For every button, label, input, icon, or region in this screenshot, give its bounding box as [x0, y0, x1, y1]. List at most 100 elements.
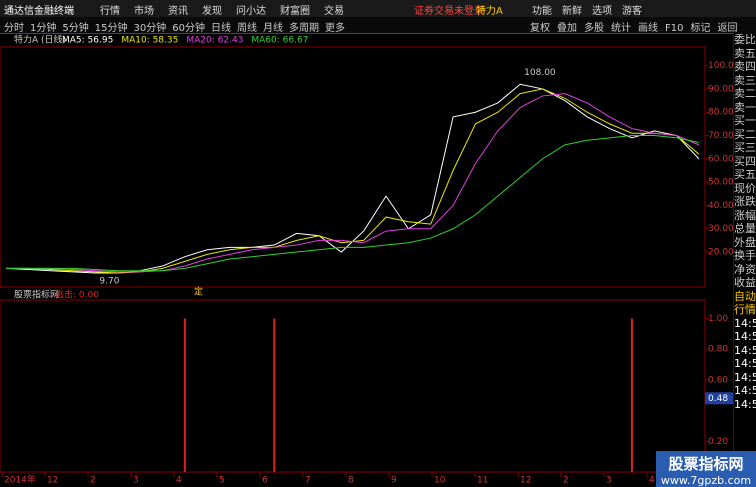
x-tick-label: 7 [305, 476, 311, 486]
y-tick-label: 90.00 [708, 84, 733, 94]
tick-time: 14:56 [734, 370, 756, 384]
period-button[interactable]: 月线 [262, 23, 283, 34]
quote-mode: 行情 [734, 303, 756, 316]
y-tick-label: 30.00 [708, 224, 733, 234]
status: 证券交易未登录 [414, 6, 484, 17]
menu-item[interactable]: 选项 [592, 6, 612, 17]
menu-item[interactable]: 功能 [532, 6, 552, 17]
period-button[interactable]: 多周期 [288, 23, 319, 34]
x-tick-label: 9 [391, 476, 397, 486]
cursor-box [705, 392, 733, 405]
x-tick-label: 2 [563, 476, 569, 486]
ma-line [5, 83, 700, 274]
tick-time: 14:56 [734, 357, 756, 370]
tool-button[interactable]: 标记 [690, 23, 711, 34]
period-button[interactable]: 30分钟 [133, 23, 167, 34]
tool-button[interactable]: 多股 [584, 23, 604, 34]
quote-mode: 自动 [734, 289, 756, 303]
x-tick-label: 5 [219, 476, 225, 486]
y-tick-label: 0.60 [708, 375, 728, 385]
y-tick-label: 60.00 [708, 154, 733, 164]
x-tick-label: 11 [477, 476, 488, 486]
tool-button[interactable]: 返回 [717, 23, 738, 34]
x-tick-label: 4 [649, 476, 655, 486]
period-button[interactable]: 15分钟 [94, 23, 128, 34]
quote-field: 收益 [734, 276, 756, 289]
tick-time: 14:56 [734, 330, 756, 343]
period-button[interactable]: 日线 [210, 23, 231, 34]
x-tick-label: 12 [520, 476, 531, 486]
periods: 分时 1分钟 5分钟 15分钟 30分钟 60分钟 日线 周线 月线 多周期 更多 [4, 19, 351, 34]
quote-field: 卖一 [734, 100, 756, 114]
side-panel: 委比 卖五 卖四 卖三 卖二 卖一 买一 买二 买三 买四 买五 现价 涨跌 涨幅 总量 外盘 换手 净资 收益 自动… [733, 33, 756, 487]
legend-entry: MA10: 58.35 [121, 36, 178, 46]
signal-bar [183, 318, 186, 472]
stock: 特力A [476, 6, 503, 17]
x-tick-label: 3 [133, 476, 139, 486]
quote-field: 买五 [734, 168, 756, 181]
tool-button[interactable]: 复权 [530, 23, 550, 34]
tick-time: 14:56 [734, 316, 756, 330]
quote-field: 买四 [734, 154, 756, 168]
quote-field: 总量 [734, 222, 756, 235]
legend-entry: MA60: 66.67 [251, 36, 308, 46]
period-button[interactable]: 1分钟 [30, 23, 57, 34]
menu-item[interactable]: 资讯 [168, 6, 188, 17]
tool-button[interactable]: 叠加 [557, 23, 577, 34]
y-tick-label: 100.00 [708, 61, 733, 71]
menu-item[interactable]: 问小达 [236, 6, 266, 17]
menu-item[interactable]: 交易 [324, 6, 344, 17]
menu-item[interactable]: 新鲜 [562, 6, 582, 17]
quote-field: 现价 [734, 181, 756, 195]
menu-item[interactable]: 财富圈 [280, 6, 310, 17]
y-tick-label: 0.20 [708, 437, 728, 447]
quote-field: 卖二 [734, 87, 756, 100]
toolbar: 分时 1分钟 5分钟 15分钟 30分钟 60分钟 日线 周线 月线 多周期 更多 复权 叠加 多股 统计… [0, 17, 756, 34]
period-button[interactable]: 更多 [324, 23, 345, 34]
chart-area: +自选20.0030.0040.0050.0060.0070.0080.0090… [0, 34, 733, 486]
quote-field: 外盘 [734, 235, 756, 249]
menu-item[interactable]: 行情 [100, 6, 120, 17]
tool-button[interactable]: 画线 [638, 23, 658, 34]
menu-item[interactable]: 市场 [134, 6, 154, 17]
quote-field: 涨跌 [734, 195, 756, 208]
menu: 行情 市场 资讯 发现 问小达 财富圈 交易 [100, 2, 358, 17]
cursor-label: 0.48 [708, 394, 728, 404]
period-button[interactable]: 5分钟 [62, 23, 89, 34]
quote-field: 换手 [734, 249, 756, 262]
panel-title: 特力A (日线) [14, 34, 66, 46]
period-button[interactable]: 分时 [4, 23, 24, 34]
tick-time: 14:56 [734, 384, 756, 397]
x-tick-label: 10 [434, 476, 446, 486]
quote-field: 买一 [734, 114, 756, 127]
tool-button[interactable]: 统计 [611, 23, 631, 34]
y-tick-label: 20.00 [708, 248, 733, 258]
watermark: 股票指标网 www.7gpzb.com [656, 451, 756, 487]
menu-item[interactable]: 游客 [622, 6, 642, 17]
right-menu: 功能 新鲜 选项 游客 [532, 2, 652, 17]
frame [0, 299, 706, 473]
quote-field: 净资 [734, 262, 756, 276]
ma-line [6, 135, 700, 272]
menu-item[interactable]: 发现 [202, 6, 222, 17]
period-button[interactable]: 60分钟 [172, 23, 205, 34]
high-label: 108.00 [524, 68, 556, 78]
legend-entry: MA20: 62.43 [186, 36, 243, 46]
tool-button[interactable]: F10 [665, 23, 684, 34]
quote-field: 买二 [734, 127, 756, 141]
quote-field: 卖五 [734, 46, 756, 60]
quote-field: 委比 [734, 33, 756, 46]
y-tick-label: 80.00 [708, 108, 733, 118]
signal-bar [630, 318, 633, 472]
y-tick-label: 50.00 [708, 178, 733, 188]
quote-field: 卖三 [734, 73, 756, 87]
quote-field: 买三 [734, 141, 756, 154]
tick-time: 14:56 [734, 343, 756, 357]
x-tick-label: 4 [176, 476, 182, 486]
low-label: 9.70 [99, 277, 119, 287]
top-bar: 通达信金融终端 行情 市场 资讯 发现 问小达 财富圈 交易 证券交易未登录 特力A 功能新… [0, 0, 756, 18]
marker-label: 定 [194, 286, 203, 298]
panel-title: 股票指标网 [14, 289, 59, 301]
period-button[interactable]: 周线 [236, 23, 257, 34]
